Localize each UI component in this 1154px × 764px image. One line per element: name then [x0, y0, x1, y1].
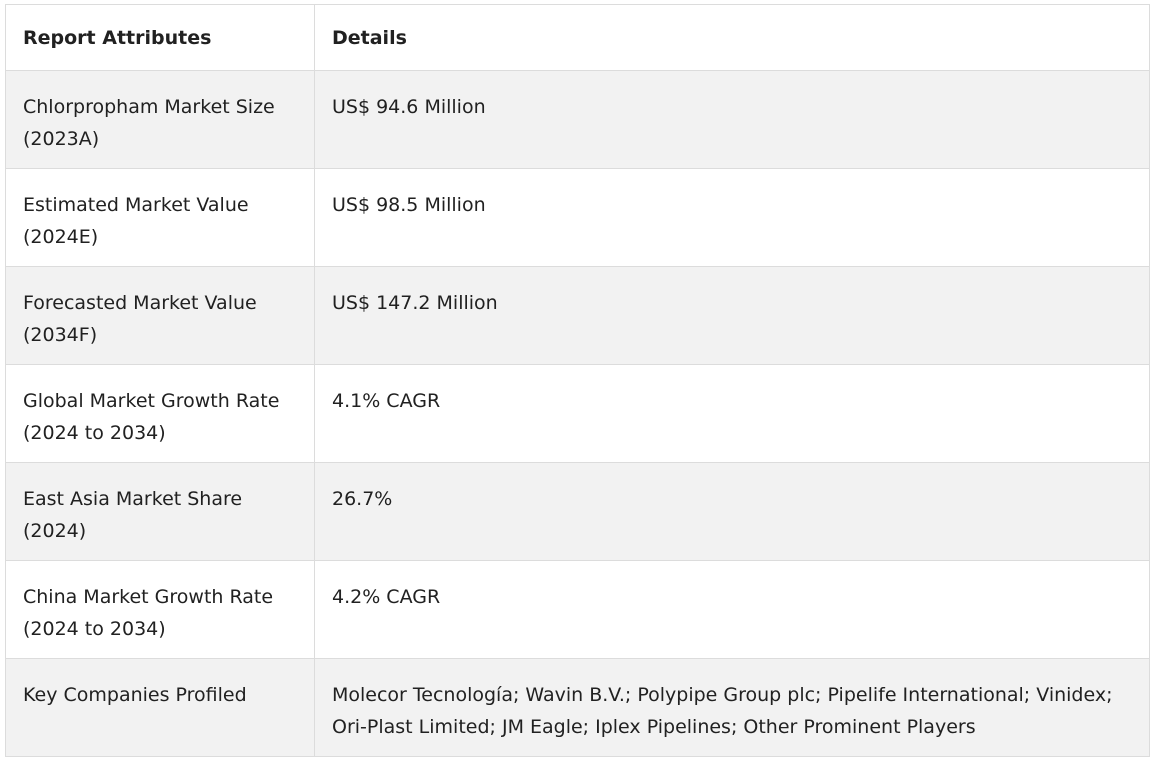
- attribute-cell: Key Companies Profiled: [5, 658, 315, 757]
- attribute-cell: East Asia Market Share (2024): [5, 462, 315, 561]
- details-line: 4.2% CAGR: [332, 586, 441, 608]
- details-line: US$ 98.5 Million: [332, 194, 486, 216]
- table-header-row: Report Attributes Details: [5, 4, 1150, 71]
- details-cell: US$ 98.5 Million: [314, 168, 1150, 267]
- details-line: 4.1% CAGR: [332, 390, 441, 412]
- attribute-line: Chlorpropham Market Size: [23, 96, 275, 118]
- details-line: 26.7%: [332, 488, 393, 510]
- details-line: US$ 94.6 Million: [332, 96, 486, 118]
- details-line: Ori-Plast Limited; JM Eagle; Iplex Pipel…: [332, 716, 976, 738]
- details-line: Molecor Tecnología; Wavin B.V.; Polypipe…: [332, 684, 1113, 706]
- details-line: US$ 147.2 Million: [332, 292, 498, 314]
- attribute-line: Global Market Growth Rate: [23, 390, 280, 412]
- details-cell: US$ 94.6 Million: [314, 70, 1150, 169]
- header-details: Details: [314, 4, 1150, 71]
- details-cell: 4.2% CAGR: [314, 560, 1150, 659]
- attribute-line: Key Companies Profiled: [23, 684, 247, 706]
- details-cell: US$ 147.2 Million: [314, 266, 1150, 365]
- attribute-line: Estimated Market Value: [23, 194, 249, 216]
- table-row: Chlorpropham Market Size (2023A) US$ 94.…: [5, 70, 1150, 169]
- attribute-line: (2034F): [23, 324, 98, 346]
- attribute-cell: Estimated Market Value (2024E): [5, 168, 315, 267]
- attribute-line: (2024 to 2034): [23, 618, 166, 640]
- details-cell: Molecor Tecnología; Wavin B.V.; Polypipe…: [314, 658, 1150, 757]
- header-report-attributes: Report Attributes: [5, 4, 315, 71]
- attribute-cell: Forecasted Market Value (2034F): [5, 266, 315, 365]
- report-attributes-table: Report Attributes Details Chlorpropham M…: [5, 4, 1150, 757]
- table-row: Estimated Market Value (2024E) US$ 98.5 …: [5, 168, 1150, 267]
- attribute-cell: Global Market Growth Rate (2024 to 2034): [5, 364, 315, 463]
- attribute-line: (2024): [23, 520, 87, 542]
- details-cell: 26.7%: [314, 462, 1150, 561]
- attribute-line: East Asia Market Share: [23, 488, 243, 510]
- attribute-line: (2024E): [23, 226, 99, 248]
- table-row: Global Market Growth Rate (2024 to 2034)…: [5, 364, 1150, 463]
- attribute-line: (2024 to 2034): [23, 422, 166, 444]
- table-row: Forecasted Market Value (2034F) US$ 147.…: [5, 266, 1150, 365]
- attribute-line: Forecasted Market Value: [23, 292, 257, 314]
- table-row: China Market Growth Rate (2024 to 2034) …: [5, 560, 1150, 659]
- attribute-cell: China Market Growth Rate (2024 to 2034): [5, 560, 315, 659]
- attribute-cell: Chlorpropham Market Size (2023A): [5, 70, 315, 169]
- attribute-line: (2023A): [23, 128, 100, 150]
- table-row: East Asia Market Share (2024) 26.7%: [5, 462, 1150, 561]
- attribute-line: China Market Growth Rate: [23, 586, 274, 608]
- details-cell: 4.1% CAGR: [314, 364, 1150, 463]
- table-row: Key Companies Profiled Molecor Tecnologí…: [5, 658, 1150, 757]
